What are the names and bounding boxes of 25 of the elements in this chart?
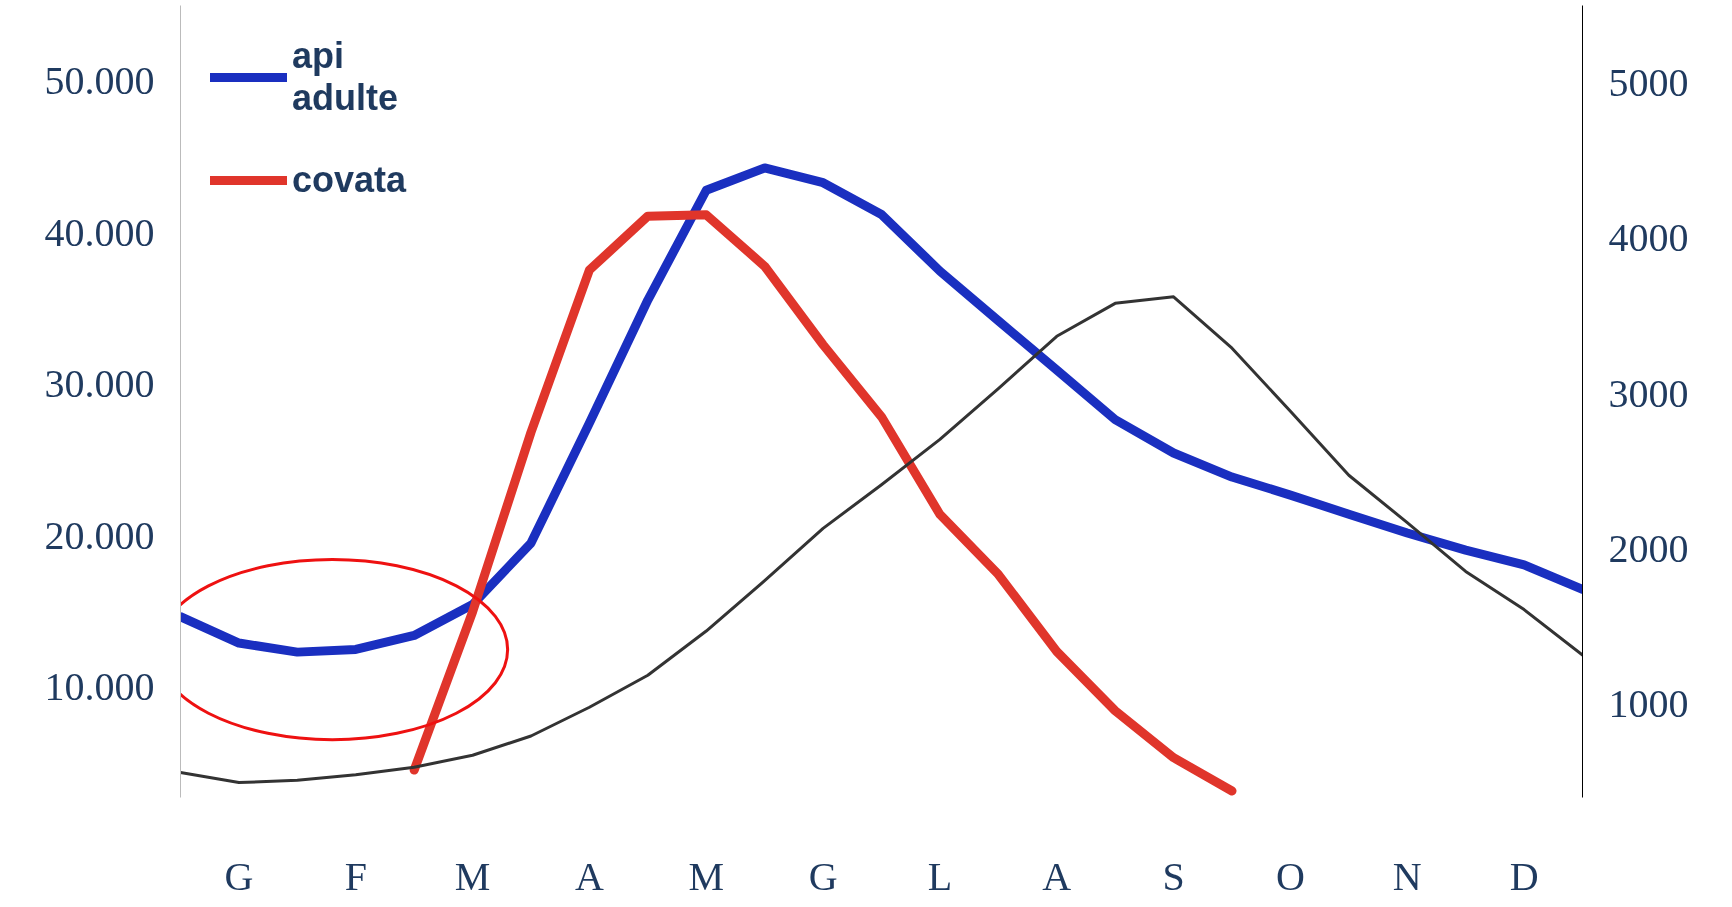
- y-tick-label: 40.000: [44, 209, 155, 255]
- y2-tick-label: 3000: [1608, 370, 1689, 416]
- y2-tick-label: 5000: [1608, 60, 1689, 106]
- x-tick-label: A: [1042, 853, 1072, 899]
- line-series: [180, 295, 1583, 785]
- x-tick-label: A: [574, 853, 604, 899]
- legend-label: covata: [292, 159, 407, 201]
- y-tick-label: 10.000: [44, 663, 155, 709]
- x-tick-label: S: [1162, 853, 1185, 899]
- y-tick-label: 50.000: [44, 58, 155, 104]
- x-tick-label: M: [454, 853, 491, 899]
- x-tick-label: F: [344, 853, 367, 899]
- y2-tick-label: 1000: [1608, 681, 1689, 727]
- y2-tick-label: 4000: [1608, 215, 1689, 261]
- x-tick-label: D: [1509, 853, 1539, 899]
- x-tick-label: G: [224, 853, 254, 899]
- y-tick-label: 20.000: [44, 512, 155, 558]
- x-tick-label: L: [927, 853, 953, 899]
- x-tick-label: M: [688, 853, 725, 899]
- legend-label: api adulte: [292, 35, 399, 119]
- x-tick-label: N: [1392, 853, 1422, 899]
- y-tick-label: 30.000: [44, 361, 155, 407]
- x-tick-label: O: [1275, 853, 1305, 899]
- y2-tick-label: 2000: [1608, 526, 1689, 572]
- x-tick-label: G: [808, 853, 838, 899]
